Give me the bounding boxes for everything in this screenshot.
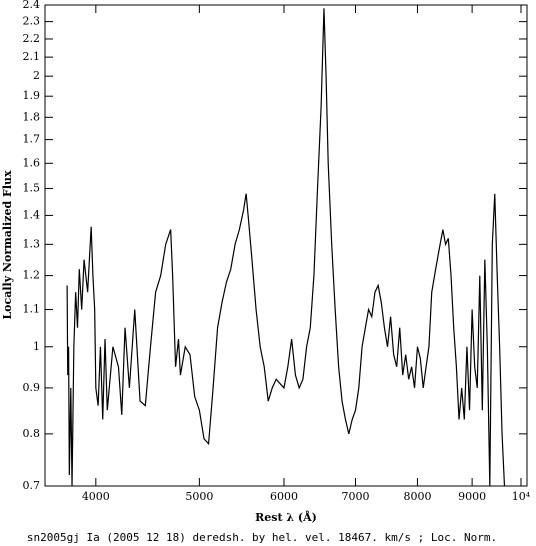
x-axis-label: Rest λ (Å) bbox=[255, 510, 317, 524]
y-tick-label: 1.3 bbox=[23, 237, 41, 250]
y-tick-label: 2.1 bbox=[23, 50, 41, 63]
y-tick-label: 0.9 bbox=[23, 381, 41, 394]
x-tick-label: 5000 bbox=[185, 490, 213, 503]
plot-frame bbox=[44, 4, 528, 487]
x-tick-label: 4000 bbox=[82, 490, 110, 503]
y-tick-label: 2.4 bbox=[23, 0, 41, 11]
y-tick-label: 2 bbox=[33, 69, 40, 82]
chart-title: sn2005gj Ia (2005 12 18) deredsh. by hel… bbox=[27, 531, 497, 544]
y-tick-label: 1.7 bbox=[23, 133, 41, 146]
y-tick-label: 1.9 bbox=[23, 89, 41, 102]
y-tick-label: 1 bbox=[33, 340, 40, 353]
y-tick-label: 1.2 bbox=[23, 269, 41, 282]
spectrum-line bbox=[66, 8, 506, 487]
y-tick-label: 1.4 bbox=[23, 208, 41, 221]
y-tick-label: 1.1 bbox=[23, 303, 41, 316]
x-tick-label: 7000 bbox=[342, 490, 370, 503]
y-tick-label: 1.8 bbox=[23, 110, 41, 123]
y-tick-label: 2.2 bbox=[23, 32, 41, 45]
y-tick-label: 1.5 bbox=[23, 181, 41, 194]
y-tick-label: 0.8 bbox=[23, 427, 41, 440]
x-tick-label: 8000 bbox=[403, 490, 431, 503]
y-axis-label: Locally Normalized Flux bbox=[1, 170, 14, 320]
y-tick-label: 1.6 bbox=[23, 156, 41, 169]
x-tick-label: 6000 bbox=[270, 490, 298, 503]
y-tick-label: 2.3 bbox=[23, 15, 41, 28]
y-tick-label: 0.7 bbox=[23, 479, 41, 492]
x-tick-label: 9000 bbox=[458, 490, 486, 503]
x-tick-label: 10⁴ bbox=[512, 490, 531, 503]
